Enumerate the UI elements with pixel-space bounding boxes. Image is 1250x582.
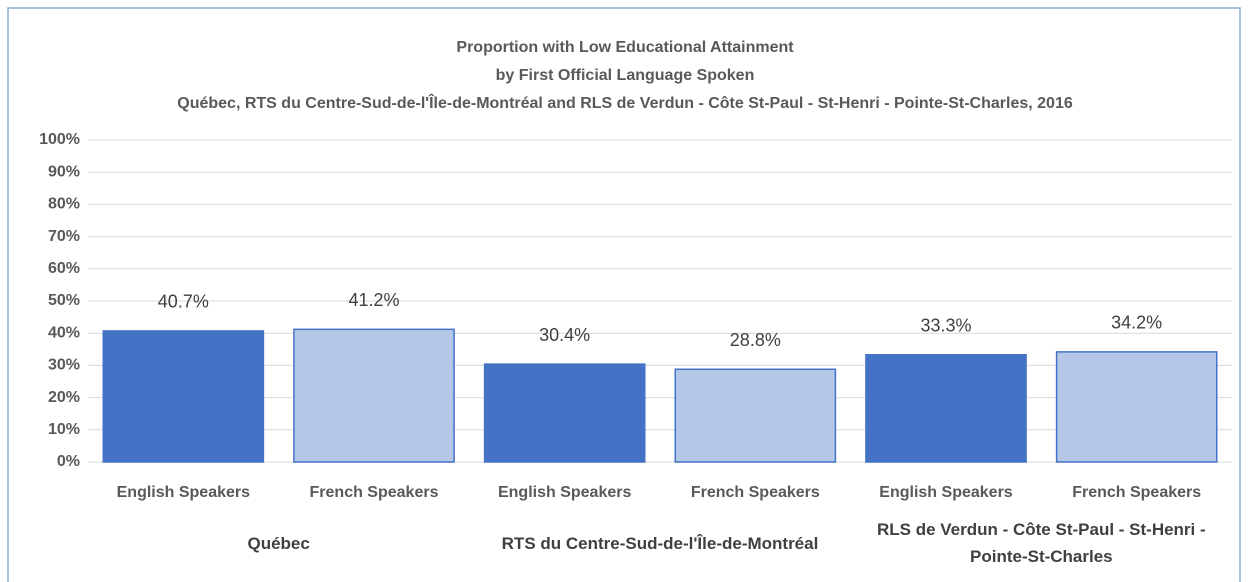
bar bbox=[1055, 351, 1218, 463]
group-label: RTS du Centre-Sud-de-l'Île-de-Montréal bbox=[501, 533, 819, 553]
y-tick-label: 10% bbox=[48, 421, 80, 438]
value-label: 33.3% bbox=[920, 316, 971, 336]
y-tick-label: 60% bbox=[48, 260, 80, 277]
value-label: 28.8% bbox=[730, 330, 781, 350]
chart-title: Proportion with Low Educational Attainme… bbox=[456, 39, 794, 56]
value-label: 41.2% bbox=[348, 290, 399, 310]
group-label-box: RTS du Centre-Sud-de-l'Île-de-Montréal bbox=[501, 533, 819, 553]
group-label-box: RLS de Verdun - Côte St-Paul - St-Henri … bbox=[876, 520, 1206, 566]
x-tick-label: French Speakers bbox=[1072, 484, 1201, 501]
group-label: Québec bbox=[247, 533, 310, 553]
chart-frame bbox=[7, 7, 1241, 582]
x-tick-label: French Speakers bbox=[310, 484, 439, 501]
y-tick-label: 0% bbox=[57, 453, 80, 470]
y-tick-label: 30% bbox=[48, 357, 80, 374]
chart-title: Québec, RTS du Centre-Sud-de-l'Île-de-Mo… bbox=[177, 93, 1073, 112]
y-tick-label: 20% bbox=[48, 389, 80, 406]
y-tick-label: 100% bbox=[39, 131, 80, 148]
x-tick-label: French Speakers bbox=[691, 484, 820, 501]
y-tick-label: 70% bbox=[48, 228, 80, 245]
bar bbox=[674, 368, 837, 463]
bar bbox=[293, 328, 455, 463]
x-tick-label: English Speakers bbox=[498, 484, 631, 501]
group-label: RLS de Verdun - Côte St-Paul - St-Henri … bbox=[876, 520, 1206, 566]
y-tick-label: 90% bbox=[48, 163, 80, 180]
y-tick-label: 80% bbox=[48, 196, 80, 213]
value-label: 34.2% bbox=[1111, 313, 1162, 333]
bar bbox=[102, 330, 265, 463]
x-tick-label: English Speakers bbox=[117, 484, 250, 501]
value-label: 30.4% bbox=[539, 325, 590, 345]
bar bbox=[483, 363, 646, 463]
y-tick-label: 40% bbox=[48, 324, 80, 341]
value-label: 40.7% bbox=[158, 292, 209, 312]
bar bbox=[865, 354, 1027, 463]
y-tick-label: 50% bbox=[48, 292, 80, 309]
group-label-box: Québec bbox=[247, 533, 310, 553]
chart-title: by First Official Language Spoken bbox=[496, 67, 755, 84]
x-tick-label: English Speakers bbox=[879, 484, 1012, 501]
